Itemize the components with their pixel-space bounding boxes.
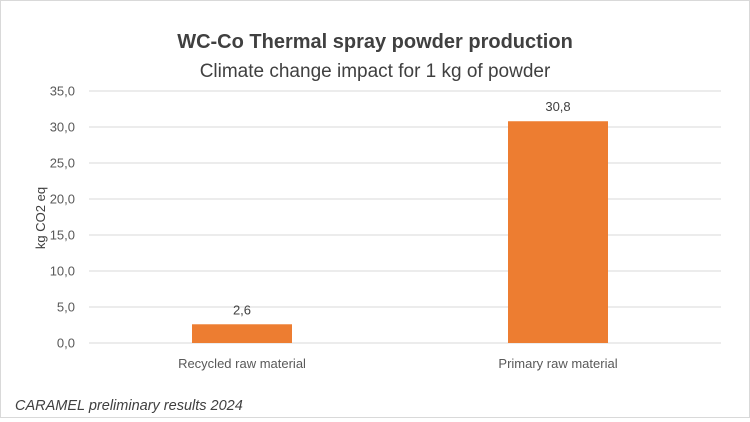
y-tick-label: 25,0 — [50, 156, 75, 171]
bar — [508, 121, 608, 344]
y-tick-label: 20,0 — [50, 192, 75, 207]
footnote: CARAMEL preliminary results 2024 — [15, 398, 243, 414]
y-tick-label: 35,0 — [50, 84, 75, 99]
x-tick-label: Primary raw material — [498, 356, 617, 371]
y-tick-label: 0,0 — [57, 336, 75, 351]
y-tick-label: 5,0 — [57, 300, 75, 315]
chart-title: WC-Co Thermal spray powder production — [177, 31, 573, 53]
y-axis-label: kg CO2 eq — [33, 187, 48, 249]
x-tick-label: Recycled raw material — [178, 356, 306, 371]
chart-subtitle: Climate change impact for 1 kg of powder — [200, 61, 551, 82]
y-tick-label: 15,0 — [50, 228, 75, 243]
data-label: 30,8 — [545, 99, 570, 114]
y-tick-label: 30,0 — [50, 120, 75, 135]
data-label: 2,6 — [233, 302, 251, 317]
y-tick-label: 10,0 — [50, 264, 75, 279]
bar — [192, 324, 292, 343]
